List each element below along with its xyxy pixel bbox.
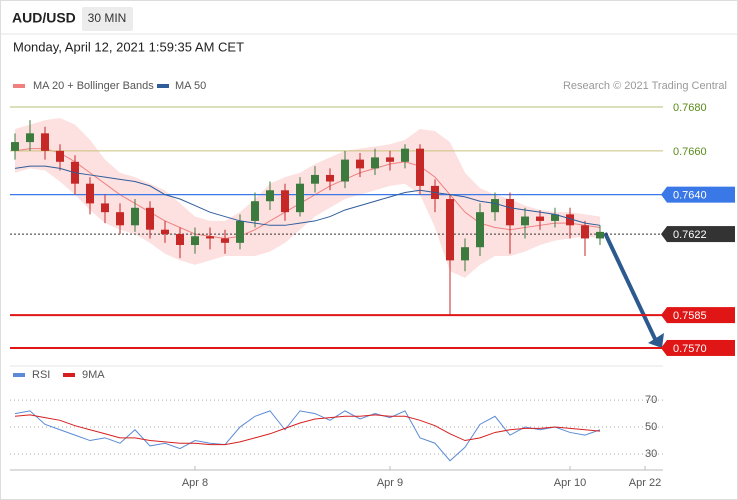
level-label: 0.7660 xyxy=(673,146,707,158)
candle-body xyxy=(206,236,214,239)
candle-body xyxy=(386,157,394,162)
candle-body xyxy=(101,203,109,213)
candle-body xyxy=(461,247,469,261)
candle-body xyxy=(566,214,574,226)
candle-body xyxy=(521,216,529,226)
candle-body xyxy=(446,199,454,261)
candle-body xyxy=(296,183,304,213)
ma20-line xyxy=(14,148,601,239)
candle-body xyxy=(536,216,544,221)
candle-body xyxy=(131,207,139,226)
legend-swatch xyxy=(63,373,75,377)
level-label: 0.7680 xyxy=(673,102,707,114)
x-tick-label: Apr 9 xyxy=(377,477,403,489)
level-label: 0.7640 xyxy=(673,190,707,202)
timeframe-box xyxy=(82,7,133,31)
level-box xyxy=(667,339,735,356)
legend-label: MA 50 xyxy=(175,80,206,92)
x-tick-label: Apr 10 xyxy=(554,477,586,489)
credit: Research © 2021 Trading Central xyxy=(563,80,727,92)
candle-body xyxy=(371,157,379,169)
candle-body xyxy=(56,150,64,162)
candle-body xyxy=(191,236,199,246)
candle-body xyxy=(26,133,34,143)
legend-swatch xyxy=(157,84,169,88)
candle-body xyxy=(476,212,484,248)
candle-body xyxy=(176,234,184,246)
candle-body xyxy=(416,148,424,186)
candle-body xyxy=(356,159,364,169)
candle-body xyxy=(146,207,154,230)
candle-body xyxy=(491,199,499,213)
ma50-line xyxy=(14,165,601,226)
x-tick-label: Apr 8 xyxy=(182,477,208,489)
candle-body xyxy=(221,238,229,243)
legend-label: RSI xyxy=(32,369,50,381)
legend-label: 9MA xyxy=(82,369,105,381)
level-box-pointer xyxy=(661,186,667,203)
level-label: 0.7585 xyxy=(673,310,707,322)
level-box-pointer xyxy=(661,339,667,356)
timeframe: 30 MIN xyxy=(88,11,127,25)
level-box xyxy=(667,307,735,324)
forecast-arrow-head xyxy=(648,333,664,348)
subtitle: Monday, April 12, 2021 1:59:35 AM CET xyxy=(13,39,244,54)
candle-body xyxy=(596,231,604,239)
y-tick-label: 50 xyxy=(645,421,657,433)
candle-body xyxy=(281,190,289,213)
forecast-arrow xyxy=(603,232,658,342)
y-tick-label: 70 xyxy=(645,394,657,406)
candle-body xyxy=(41,133,49,151)
candle-body xyxy=(506,199,514,226)
candle-body xyxy=(551,214,559,221)
chart-title: AUD/USD xyxy=(12,10,76,26)
rsi-line xyxy=(14,414,601,446)
candle-body xyxy=(161,229,169,235)
y-tick-label: 30 xyxy=(645,448,657,460)
legend-label: MA 20 + Bollinger Bands xyxy=(33,80,154,92)
candle-body xyxy=(86,183,94,204)
rsi-line xyxy=(14,410,601,462)
candle-body xyxy=(116,212,124,226)
candle-body xyxy=(581,225,589,239)
legend-swatch xyxy=(13,84,25,88)
candle-body xyxy=(326,174,334,182)
candle-body xyxy=(236,220,244,243)
legend-swatch xyxy=(13,373,25,377)
level-label: 0.7622 xyxy=(673,229,707,241)
candle-body xyxy=(251,201,259,221)
candle-body xyxy=(11,142,19,151)
candle-body xyxy=(341,159,349,182)
candle-body xyxy=(401,148,409,162)
level-box xyxy=(667,186,735,203)
level-label: 0.7570 xyxy=(673,343,707,355)
level-box-pointer xyxy=(661,226,667,243)
x-tick-label: Apr 22 xyxy=(629,477,661,489)
candle-body xyxy=(266,190,274,202)
candle-body xyxy=(311,174,319,184)
level-box xyxy=(667,226,735,243)
level-box-pointer xyxy=(661,307,667,324)
